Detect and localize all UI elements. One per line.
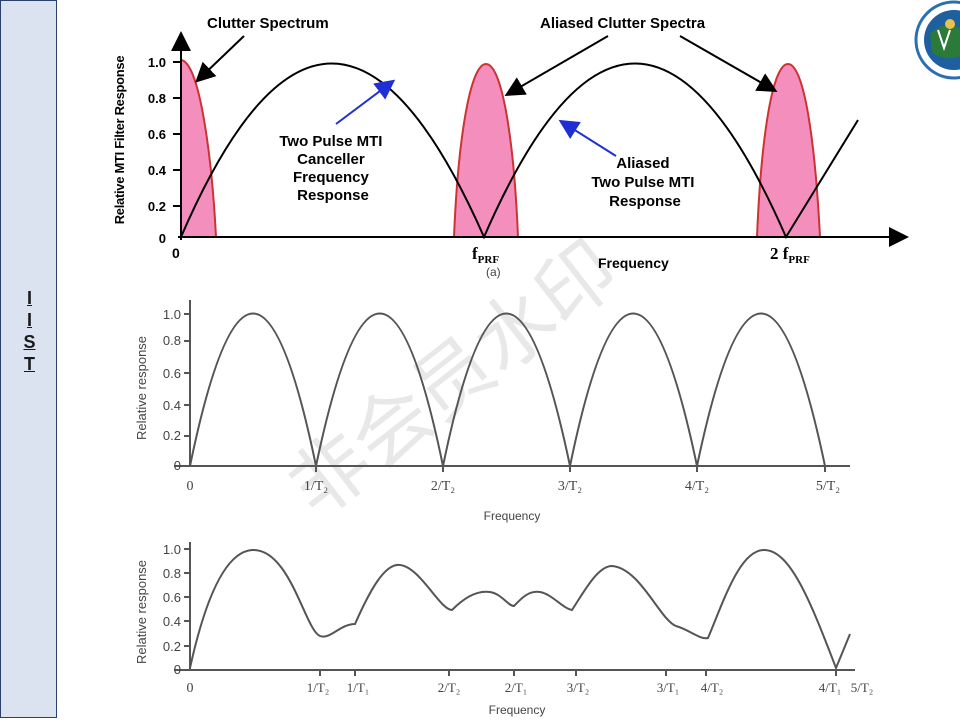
bot-x-ticks: 0 1/T₂ 1/T₁ 2/T₂ 2/T₁ 3/T₂ 3/T₁ 4/T₂ 4/T… [187, 670, 874, 696]
top-ylabel: Relative MTI Filter Response [112, 56, 127, 225]
bot-y-ticks: 1.0 0.8 0.6 0.4 0.2 0 [163, 542, 190, 677]
clutter-lobe-prf [452, 62, 520, 238]
top-ytick-0: 0 [159, 231, 166, 246]
bot-ytick-0.2: 0.2 [163, 639, 181, 654]
aliased-mti-line-2: Two Pulse MTI [591, 174, 694, 191]
mid-xtick-4: 4/T₂ [685, 479, 709, 494]
clutter-lobe-2prf [755, 62, 822, 238]
bottom-chart: 1.0 0.8 0.6 0.4 0.2 0 Relative response … [134, 542, 873, 717]
mid-xtick-2: 2/T₂ [431, 479, 455, 494]
arrow-aliased-clutter-1 [504, 35, 609, 97]
sidebar-letter-4: T [24, 354, 35, 374]
mid-ytick-0.6: 0.6 [163, 366, 181, 381]
mid-y-ticks: 1.0 0.8 0.6 0.4 0.2 0 [163, 307, 190, 473]
aliased-mti-line-3: Response [609, 193, 681, 210]
bot-xtick-6: 3/T₁ [657, 680, 680, 695]
top-ytick-0.4: 0.4 [148, 163, 167, 178]
top-xtick-2prf: 2 fPRF [770, 244, 810, 266]
bot-xtick-7: 4/T₂ [701, 680, 724, 695]
sidebar-letter-3: S [23, 332, 36, 352]
bot-ylabel: Relative response [134, 560, 149, 664]
sidebar-letters: I I S T [1, 287, 58, 375]
bot-xtick-3: 2/T₂ [438, 680, 461, 695]
bot-ytick-0: 0 [174, 662, 181, 677]
top-xtick-prf-main: f [472, 244, 478, 263]
bot-response-curve [189, 548, 851, 671]
aliased-mti-line-1: Aliased [616, 155, 669, 172]
top-chart: 1.0 0.8 0.6 0.4 0.2 0 Relative MTI Filte… [112, 15, 909, 279]
top-ytick-0.6: 0.6 [148, 127, 166, 142]
mid-ytick-0.2: 0.2 [163, 428, 181, 443]
mti-response-line-2: Canceller [297, 151, 365, 168]
top-y-ticks: 1.0 0.8 0.6 0.4 0.2 0 [148, 55, 181, 246]
bot-xtick-1: 1/T₂ [307, 680, 330, 695]
mid-x-ticks: 0 1/T₂ 2/T₂ 3/T₂ 4/T₂ 5/T₂ [187, 466, 840, 494]
mid-response-curve [189, 312, 826, 467]
sidebar-letter-1: I [26, 288, 32, 308]
mid-xtick-3: 3/T₂ [558, 479, 582, 494]
top-xtick-2prf-main: 2 f [770, 244, 789, 263]
arrow-aliased-clutter-2 [679, 35, 778, 92]
bot-xtick-2: 1/T₁ [347, 680, 370, 695]
mid-ytick-0.8: 0.8 [163, 333, 181, 348]
top-xtick-prf-sub: PRF [478, 254, 500, 266]
bot-xtick-8: 4/T₁ [819, 680, 842, 695]
mti-response-line-1: Two Pulse MTI [279, 133, 382, 150]
arrow-clutter-spectrum [195, 35, 245, 83]
top-ytick-0.8: 0.8 [148, 91, 166, 106]
annotation-clutter-spectrum: Clutter Spectrum [207, 15, 329, 32]
mid-ylabel: Relative response [134, 336, 149, 440]
bot-ytick-1.0: 1.0 [163, 542, 181, 557]
top-ytick-1.0: 1.0 [148, 55, 166, 70]
mti-response-curve [180, 62, 859, 240]
bot-ytick-0.4: 0.4 [163, 614, 181, 629]
mid-xtick-0: 0 [187, 479, 194, 494]
bot-xtick-4: 2/T₁ [505, 680, 528, 695]
mid-xtick-1: 1/T₂ [304, 479, 328, 494]
top-xtick-2prf-sub: PRF [788, 254, 810, 266]
arrow-aliased-mti [558, 119, 617, 157]
top-xtick-prf: fPRF [472, 244, 499, 266]
mti-response-line-4: Response [297, 187, 369, 204]
sidebar-letter-2: I [26, 310, 32, 330]
annotation-aliased-mti: Aliased Two Pulse MTI Response [591, 155, 698, 210]
bot-ytick-0.6: 0.6 [163, 590, 181, 605]
bot-xtick-0: 0 [187, 681, 194, 696]
bot-xtick-5: 3/T₂ [567, 680, 590, 695]
mid-ytick-0.4: 0.4 [163, 398, 181, 413]
top-xtick-0: 0 [172, 245, 180, 261]
top-ytick-0.2: 0.2 [148, 199, 166, 214]
mid-xlabel: Frequency [484, 509, 541, 523]
bot-xlabel: Frequency [489, 703, 546, 717]
annotation-mti-response: Two Pulse MTI Canceller Frequency Respon… [279, 133, 386, 204]
mti-response-line-3: Frequency [293, 169, 370, 186]
arrow-mti-response [335, 79, 396, 125]
mid-ytick-1.0: 1.0 [163, 307, 181, 322]
mid-ytick-0: 0 [174, 458, 181, 473]
bot-xtick-9: 5/T₂ [851, 680, 874, 695]
clutter-lobe-0 [180, 58, 218, 238]
bot-ytick-0.8: 0.8 [163, 566, 181, 581]
top-xlabel: Frequency [598, 255, 669, 271]
sidebar-panel: I I S T [0, 0, 57, 718]
annotation-aliased-clutter: Aliased Clutter Spectra [540, 15, 706, 32]
mid-xtick-5: 5/T₂ [816, 479, 840, 494]
top-panel-tag: (a) [486, 265, 501, 279]
institute-logo [914, 0, 960, 80]
middle-chart: 1.0 0.8 0.6 0.4 0.2 0 Relative response … [134, 300, 850, 523]
